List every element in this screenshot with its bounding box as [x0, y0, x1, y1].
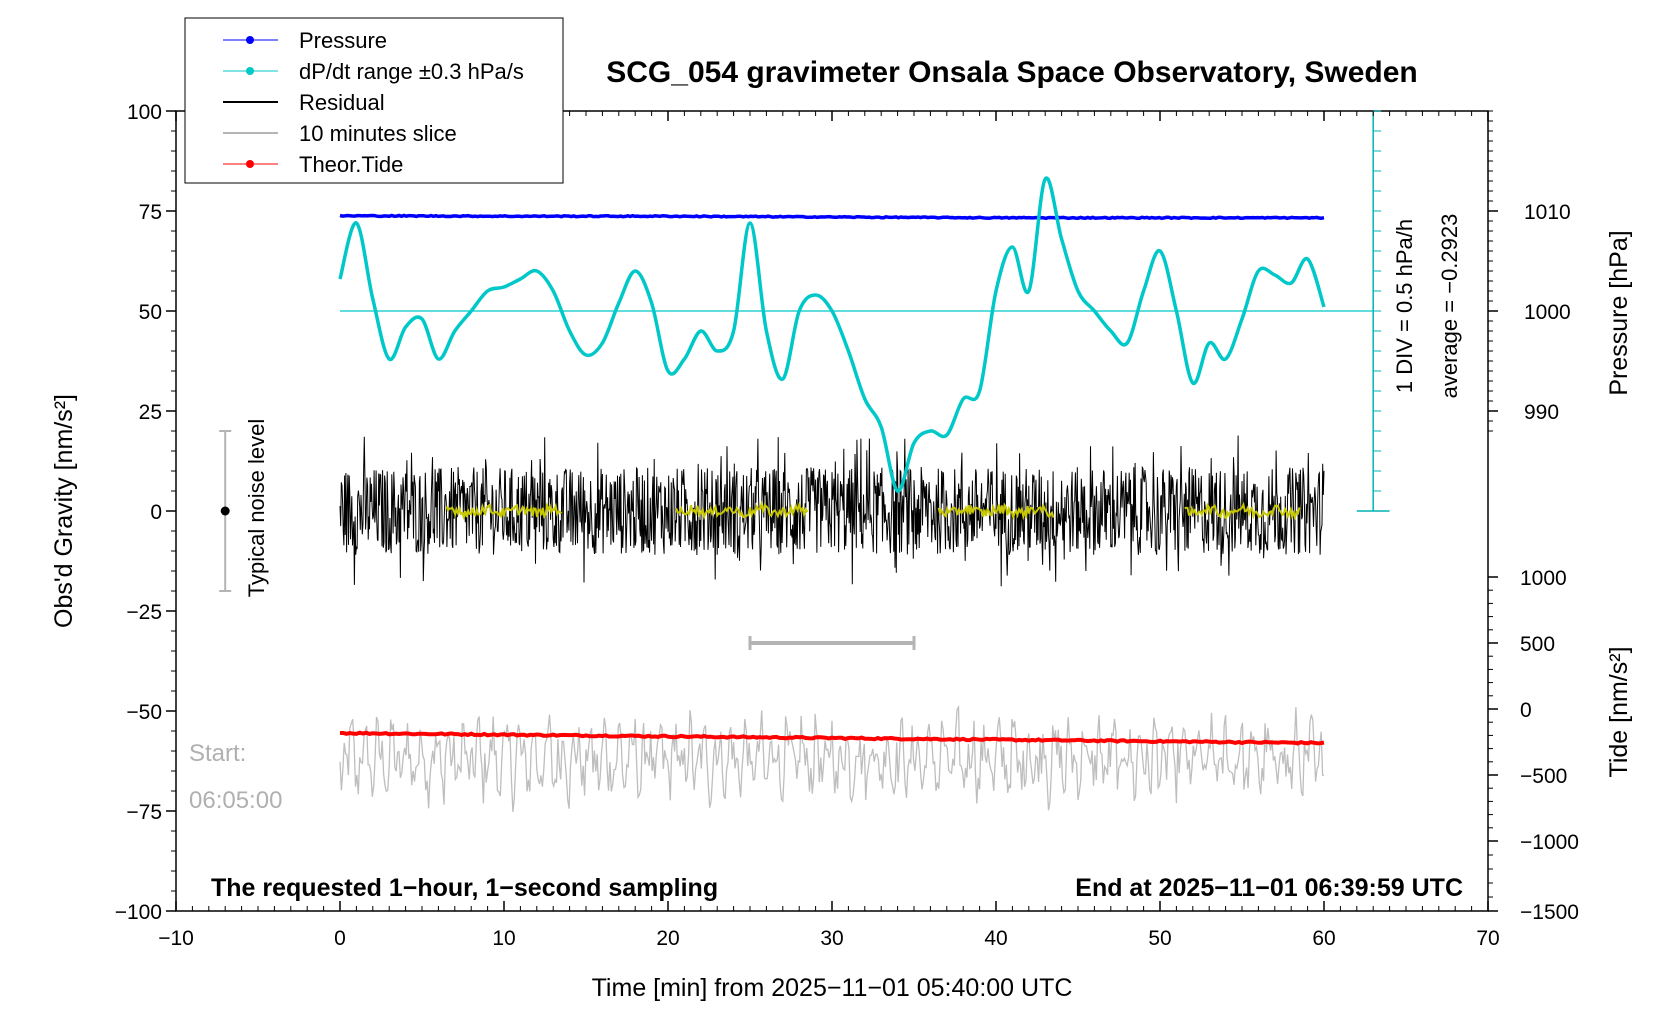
legend-label-residual: Residual: [299, 90, 385, 115]
x-tick-label: 50: [1148, 927, 1171, 950]
dpdt-series-line: [338, 176, 1326, 493]
tide-axis-label: Tide [nm/s²]: [1605, 646, 1633, 777]
start-label: Start:: [189, 740, 246, 767]
x-tick-label: 0: [334, 927, 346, 950]
slice-average-line: [675, 500, 809, 521]
footer-left: The requested 1−hour, 1−second sampling: [211, 874, 718, 902]
y-tick-label: −75: [126, 801, 162, 824]
x-axis-label: Time [min] from 2025−11−01 05:40:00 UTC: [592, 974, 1073, 1002]
legend-box: [184, 17, 564, 184]
y-tick-label: 75: [139, 201, 162, 224]
noise-label: Typical noise level: [244, 419, 269, 598]
legend-label-pressure: Pressure: [299, 28, 387, 53]
pressure-tick-label: 1000: [1524, 301, 1571, 324]
footer-right: End at 2025−11−01 06:39:59 UTC: [1075, 874, 1463, 902]
x-tick-label: 10: [492, 927, 515, 950]
pressure-axis-label: Pressure [hPa]: [1605, 230, 1633, 395]
y-tick-label: 100: [127, 101, 162, 124]
tick-layer: −10 0 10 20 30 40 50 60 701007550250−25−50−75−10…: [115, 101, 1500, 950]
x-tick-label: 40: [984, 927, 1007, 950]
dpdt-scale-label: 1 DIV = 0.5 hPa/h: [1392, 219, 1417, 393]
chart-title: SCG_054 gravimeter Onsala Space Observat…: [606, 56, 1418, 89]
legend: Pressure dP/dt range ±0.3 hPa/s Residual…: [184, 17, 564, 184]
y-tick-label: −25: [126, 601, 162, 624]
x-tick-label: −10: [158, 927, 194, 950]
slice-average-line: [1184, 501, 1301, 521]
right-axis-layer: 1010 1000 990 1000 500 0 −500 −1000 −1500: [1488, 110, 1579, 924]
average-label: average = −0.2923: [1437, 214, 1462, 399]
tide-series-line: [340, 730, 1325, 746]
tide-tick-label: 0: [1520, 699, 1532, 722]
x-tick-label: 70: [1476, 927, 1499, 950]
x-tick-label: 30: [820, 927, 843, 950]
residual-series-line: [339, 435, 1325, 587]
slice-average-line: [445, 501, 563, 521]
y-axis-label: Obs'd Gravity [nm/s²]: [50, 394, 78, 628]
y-tick-label: −50: [126, 701, 162, 724]
legend-marker-dpdt: [246, 67, 254, 75]
legend-marker-pressure: [246, 36, 254, 44]
x-tick-label: 20: [656, 927, 679, 950]
data-layer: [219, 110, 1390, 813]
tide-tick-label: −1500: [1520, 901, 1579, 924]
legend-label-dpdt: dP/dt range ±0.3 hPa/s: [299, 59, 524, 84]
y-tick-label: 50: [139, 301, 162, 324]
y-tick-label: −100: [115, 901, 162, 924]
tide-tick-label: 500: [1520, 633, 1555, 656]
tide-tick-label: 1000: [1520, 567, 1567, 590]
start-time: 06:05:00: [189, 787, 282, 814]
pressure-series-line: [339, 213, 1325, 221]
legend-marker-tide: [246, 160, 254, 168]
y-tick-label: 25: [139, 401, 162, 424]
slice-average-line: [937, 502, 1055, 521]
pressure-tick-label: 990: [1524, 401, 1559, 424]
pressure-tick-label: 1010: [1524, 201, 1571, 224]
y-tick-label: 0: [150, 501, 162, 524]
tide-tick-label: −1000: [1520, 831, 1579, 854]
x-tick-label: 60: [1312, 927, 1335, 950]
tide-tick-label: −500: [1520, 765, 1567, 788]
legend-label-slice: 10 minutes slice: [299, 121, 457, 146]
noise-level-center-dot: [220, 506, 230, 516]
legend-label-tide: Theor.Tide: [299, 152, 403, 177]
